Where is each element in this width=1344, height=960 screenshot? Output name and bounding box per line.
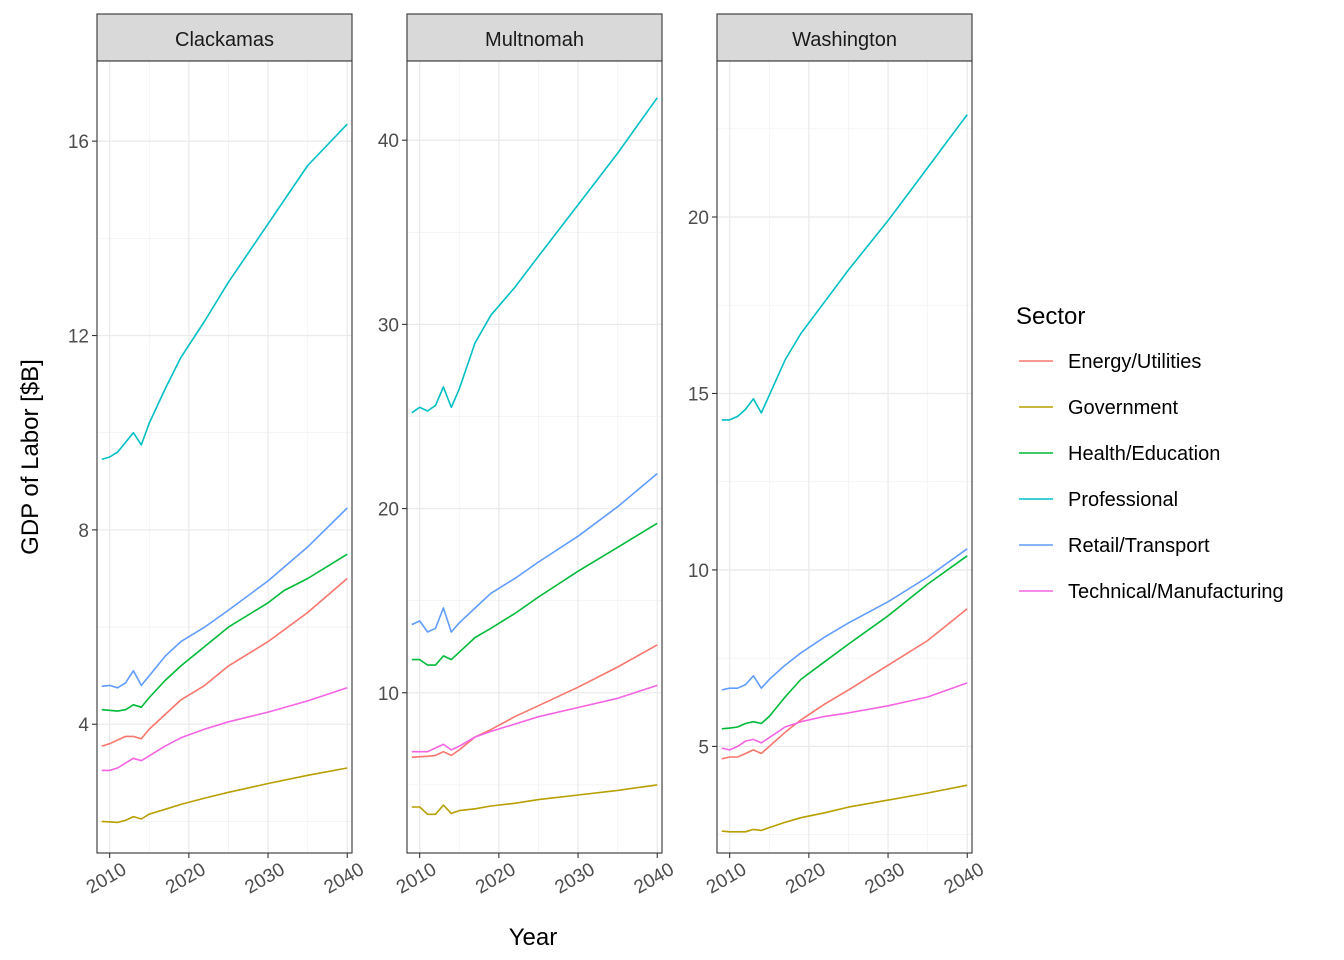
series-line-technical-manufacturing bbox=[101, 687, 348, 772]
strip-label-clackamas: Clackamas bbox=[175, 29, 274, 51]
series-line-health-education bbox=[411, 522, 658, 666]
series-line-energy-utilities bbox=[721, 608, 968, 760]
y-tick-label: 30 bbox=[378, 315, 399, 336]
series-line-technical-manufacturing bbox=[721, 682, 968, 751]
legend-item-retail-transport: Retail/Transport bbox=[1019, 535, 1210, 557]
strip-multnomah bbox=[406, 13, 663, 62]
series-line-professional bbox=[721, 114, 968, 421]
legend-item-health-education: Health/Education bbox=[1019, 443, 1220, 465]
legend-item-technical-manufacturing: Technical/Manufacturing bbox=[1019, 581, 1284, 603]
y-tick-label: 12 bbox=[68, 327, 89, 348]
y-tick-label: 4 bbox=[78, 715, 89, 736]
legend-title: Sector bbox=[1016, 303, 1085, 330]
series-line-technical-manufacturing bbox=[411, 684, 658, 753]
legend-label-government: Government bbox=[1068, 397, 1178, 419]
legend-label-professional: Professional bbox=[1068, 489, 1178, 511]
y-tick-label: 15 bbox=[688, 384, 709, 405]
series-line-health-education bbox=[101, 553, 348, 712]
strip-washington bbox=[716, 13, 973, 62]
strip-label-washington: Washington bbox=[792, 29, 897, 51]
y-axis-title: GDP of Labor [$B] bbox=[17, 359, 44, 555]
series-line-government bbox=[101, 767, 348, 824]
legend-items: Energy/Utilities Government Health/Educati… bbox=[1019, 351, 1284, 603]
legend-item-professional: Professional bbox=[1019, 489, 1178, 511]
series-line-retail-transport bbox=[721, 548, 968, 691]
y-tick-label: 16 bbox=[68, 132, 89, 153]
legend-label-retail-transport: Retail/Transport bbox=[1068, 535, 1210, 557]
series-line-professional bbox=[411, 97, 658, 414]
series-line-retail-transport bbox=[411, 472, 658, 633]
series-line-government bbox=[721, 784, 968, 833]
plot-area bbox=[407, 61, 662, 853]
series-line-professional bbox=[101, 123, 348, 461]
y-tick-label: 8 bbox=[78, 521, 89, 542]
panel-border bbox=[406, 60, 663, 854]
y-tick-label: 10 bbox=[378, 684, 399, 705]
legend-label-technical-manufacturing: Technical/Manufacturing bbox=[1068, 581, 1284, 603]
series-line-energy-utilities bbox=[101, 577, 348, 747]
legend-label-health-education: Health/Education bbox=[1068, 443, 1220, 465]
legend-label-energy-utilities: Energy/Utilities bbox=[1068, 351, 1201, 373]
y-tick-label: 20 bbox=[378, 500, 399, 521]
legend-item-government: Government bbox=[1019, 397, 1178, 419]
panel-border bbox=[96, 60, 353, 854]
series-line-health-education bbox=[721, 555, 968, 730]
legend: Sector Energy/Utilities Government Health/… bbox=[1016, 303, 1284, 603]
legend-item-energy-utilities: Energy/Utilities bbox=[1019, 351, 1201, 373]
series-line-government bbox=[411, 784, 658, 816]
panel-border bbox=[716, 60, 973, 854]
plot-area bbox=[97, 61, 352, 853]
strip-clackamas bbox=[96, 13, 353, 62]
y-tick-label: 20 bbox=[688, 208, 709, 229]
y-tick-label: 10 bbox=[688, 561, 709, 582]
series-line-retail-transport bbox=[101, 507, 348, 689]
y-tick-label: 40 bbox=[378, 131, 399, 152]
strip-label-multnomah: Multnomah bbox=[485, 29, 584, 51]
x-axis-title: Year bbox=[509, 924, 558, 951]
y-tick-label: 5 bbox=[698, 737, 709, 758]
plot-area bbox=[717, 61, 972, 853]
